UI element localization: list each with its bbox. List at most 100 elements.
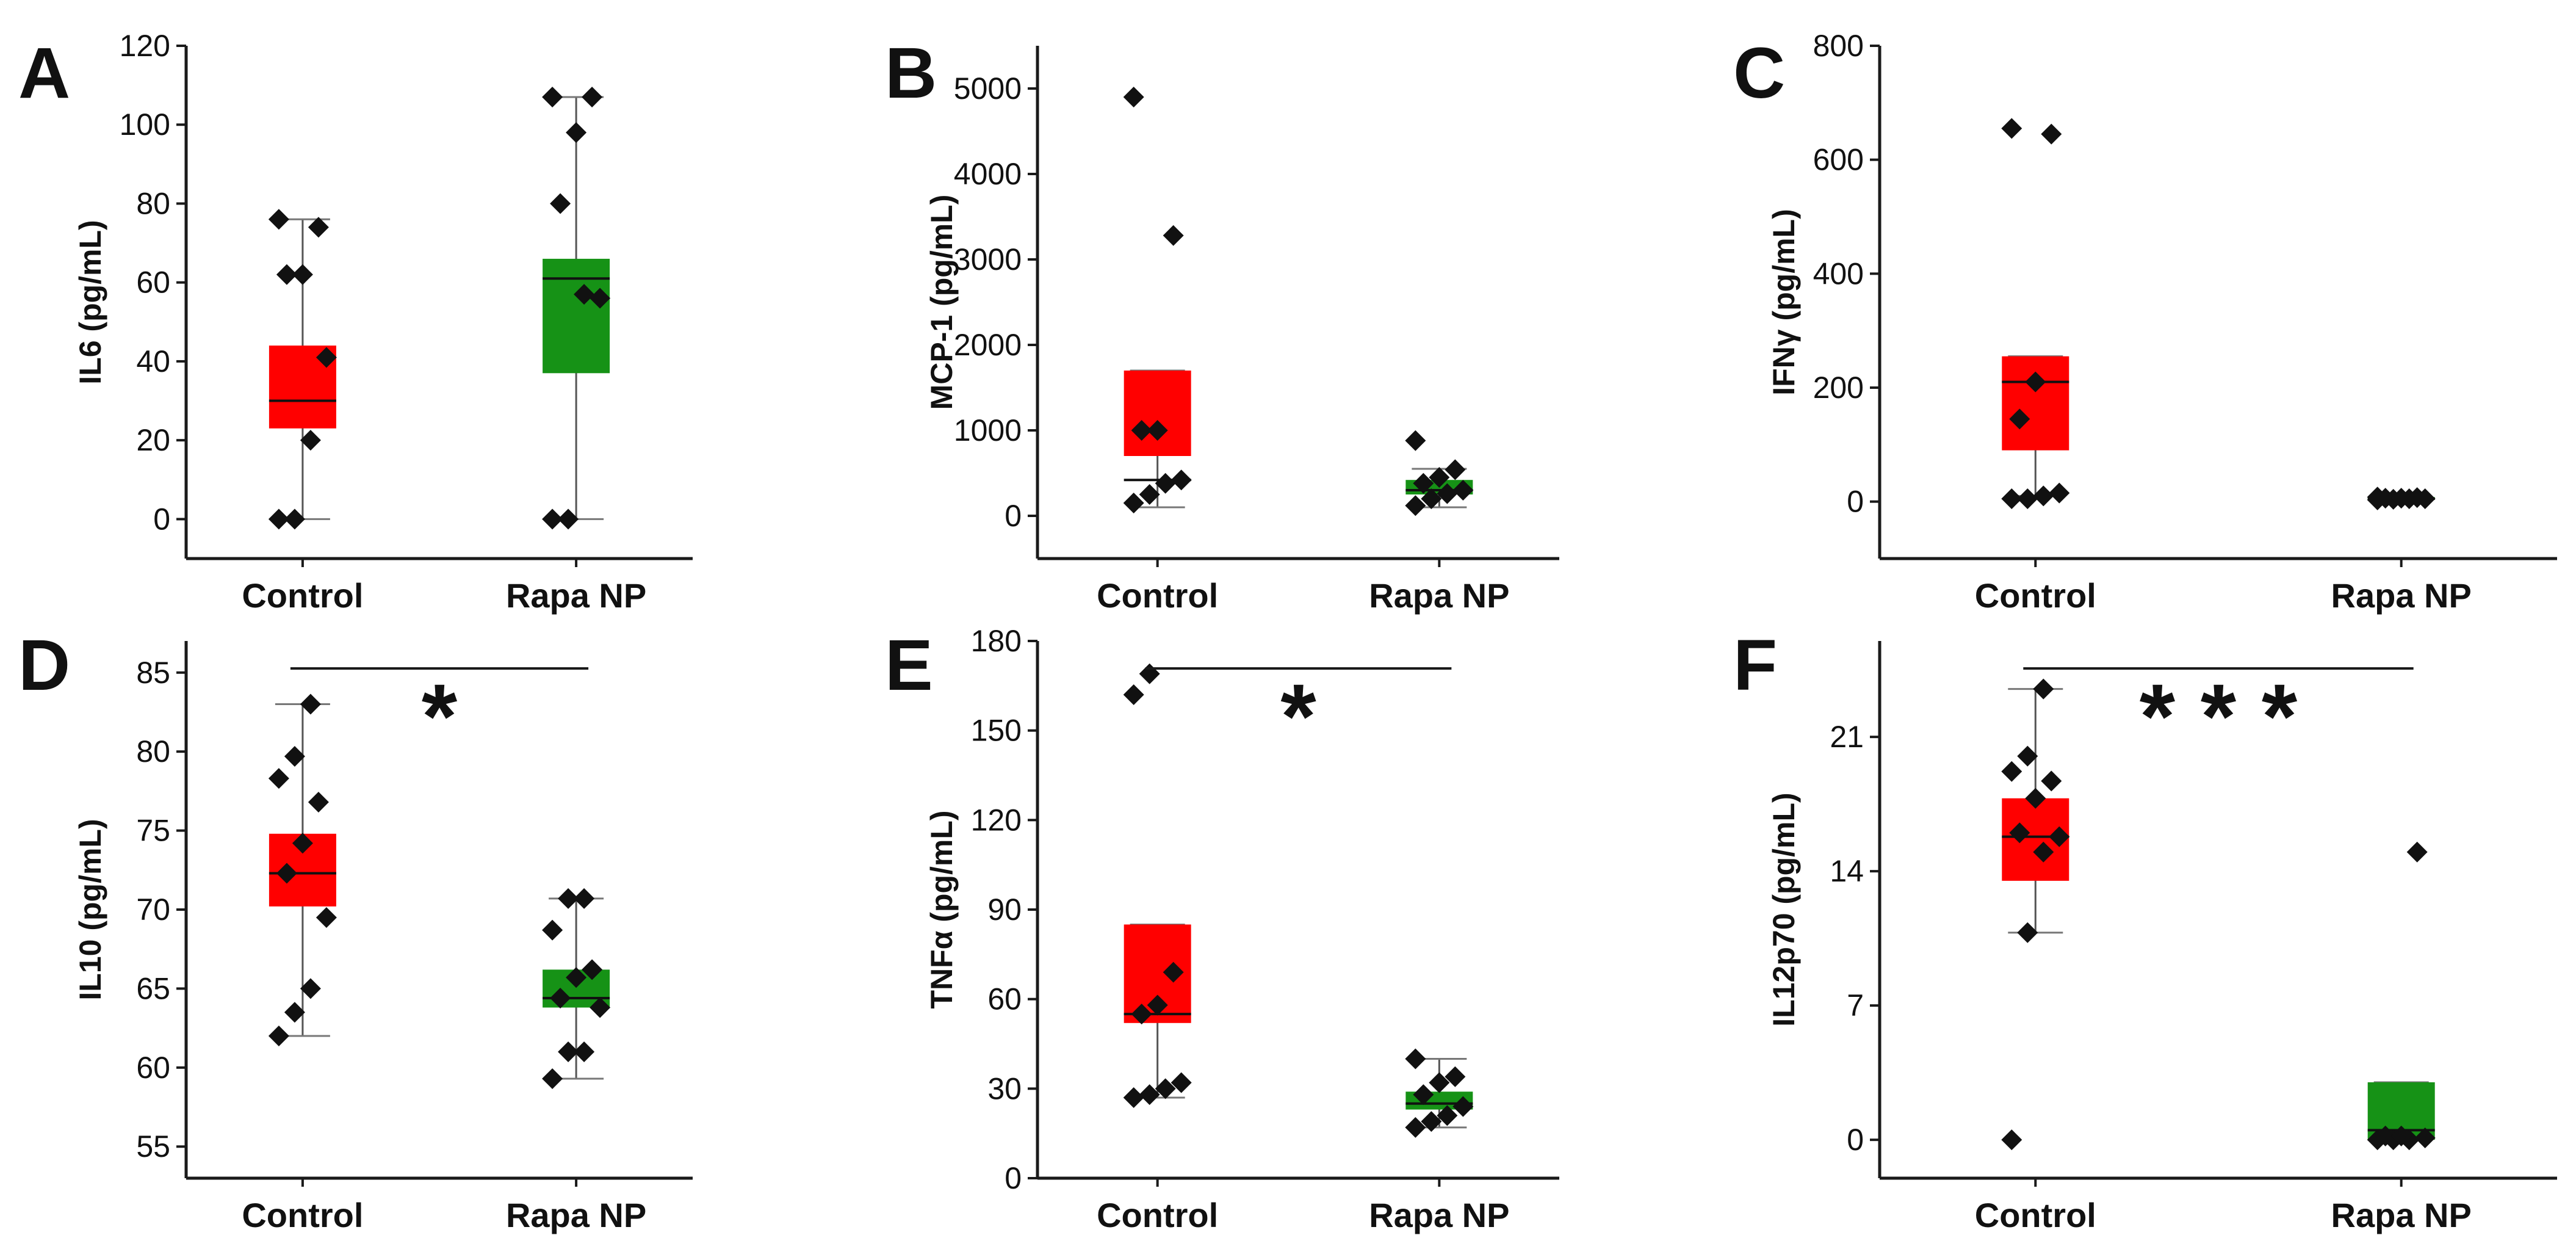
y-tick-label: 60 (136, 266, 170, 300)
data-point (1139, 1084, 1160, 1106)
data-point (566, 122, 587, 143)
data-point (1429, 467, 1450, 488)
y-tick-label: 65 (136, 971, 170, 1005)
y-tick-label: 800 (1813, 29, 1864, 63)
data-point (316, 347, 337, 368)
x-tick-label: Rapa NP (506, 576, 646, 615)
box (2002, 356, 2069, 451)
panel-a: A 0 20 40 60 80 100 120 IL6 (pg/mL) Control Rapa N… (18, 29, 693, 615)
data-point (2033, 678, 2054, 700)
y-tick-label: 0 (1005, 499, 1022, 533)
data-point (1155, 472, 1176, 494)
data-point (2009, 822, 2030, 844)
data-point (558, 1041, 579, 1062)
y-tick-label: 3000 (954, 242, 1022, 277)
data-point (316, 907, 337, 928)
data-point (1429, 1072, 1450, 1093)
y-tick-label: 14 (1830, 854, 1864, 888)
y-tick-label: 400 (1813, 256, 1864, 291)
y-tick-label: 70 (136, 892, 170, 927)
panel-letter-a: A (18, 33, 70, 114)
data-point (550, 987, 571, 1008)
y-tick-label: 4000 (954, 157, 1022, 191)
data-point (1413, 472, 1434, 494)
y-axis-title: TNFα (pg/mL) (925, 810, 959, 1008)
x-tick-label: Rapa NP (1369, 1196, 1509, 1234)
data-point (2001, 118, 2022, 139)
data-point (2041, 770, 2062, 792)
data-point (2001, 488, 2022, 509)
group-rapa-np (1405, 430, 1474, 516)
y-tick-label: 7 (1847, 988, 1864, 1023)
data-point (574, 1041, 595, 1062)
y-tick-label: 55 (136, 1129, 170, 1164)
data-point (2414, 1128, 2436, 1148)
x-tick-label: Control (242, 1196, 363, 1234)
data-point (1421, 488, 1442, 509)
data-point (284, 1002, 305, 1023)
y-tick-label: 150 (971, 714, 1022, 748)
data-point (2049, 826, 2070, 847)
group-control (1123, 87, 1192, 513)
data-point (1123, 1087, 1144, 1108)
panel-letter-b: B (885, 33, 937, 114)
x-tick-label: Control (1975, 1196, 2096, 1234)
data-point (582, 87, 603, 107)
y-axis-title: IFNγ (pg/mL) (1767, 209, 1801, 396)
data-point (574, 284, 595, 305)
panel-b: B 0 1000 2000 3000 4000 5000 MCP-1 (pg/mL) Contr… (885, 33, 1559, 615)
data-point (2017, 488, 2038, 509)
data-point (1405, 1117, 1426, 1138)
panel-letter-e: E (885, 625, 933, 706)
panel-c: C 0 200 400 600 800 IFNγ (pg/mL) Control Rapa NP (1733, 29, 2557, 615)
data-point (566, 967, 587, 988)
data-point (276, 264, 297, 285)
data-point (1147, 420, 1168, 441)
data-point (590, 288, 611, 309)
data-point (1405, 430, 1426, 451)
y-tick-label: 60 (136, 1051, 170, 1085)
x-tick-label: Rapa NP (506, 1196, 646, 1234)
data-point (292, 264, 313, 285)
data-point (2390, 1125, 2412, 1146)
x-tick-label: Control (242, 576, 363, 615)
data-point (1405, 1048, 1426, 1070)
data-point (1171, 469, 1192, 491)
panel-d: D 55 60 65 70 75 80 85 IL10 (pg/mL) Control Rapa N… (18, 625, 693, 1234)
data-point (308, 217, 329, 238)
data-point (1452, 1096, 1474, 1117)
data-point (2390, 488, 2412, 509)
data-point (300, 430, 321, 451)
y-tick-label: 75 (136, 814, 170, 848)
group-control (268, 693, 337, 1047)
data-point (1452, 480, 1474, 501)
data-point (2025, 787, 2046, 809)
data-point (542, 919, 563, 941)
data-point (308, 792, 329, 813)
significance-marker: * * * (2140, 665, 2298, 767)
data-point (542, 1068, 563, 1089)
group-control (268, 209, 337, 530)
data-point (2025, 371, 2046, 393)
data-point (1163, 961, 1184, 983)
data-point (300, 978, 321, 999)
data-point (1437, 483, 1458, 504)
data-point (2009, 408, 2030, 430)
y-tick-label: 5000 (954, 71, 1022, 106)
data-point (2017, 745, 2038, 767)
y-axis-title: IL6 (pg/mL) (73, 220, 107, 384)
y-tick-label: 80 (136, 734, 170, 769)
data-point (1123, 87, 1144, 107)
data-point (1123, 684, 1144, 705)
x-tick-label: Rapa NP (2331, 576, 2472, 615)
data-point (2001, 1129, 2022, 1151)
group-rapa-np (542, 87, 611, 530)
group-rapa-np (1405, 1048, 1474, 1138)
data-point (558, 509, 579, 530)
box (1124, 371, 1191, 456)
panel-f: F 0 7 14 21 IL12p70 (pg/mL) Control Rapa NP * * … (1733, 625, 2557, 1234)
data-point (542, 87, 563, 107)
y-tick-label: 2000 (954, 328, 1022, 362)
y-tick-label: 180 (971, 624, 1022, 658)
x-tick-label: Control (1975, 576, 2096, 615)
